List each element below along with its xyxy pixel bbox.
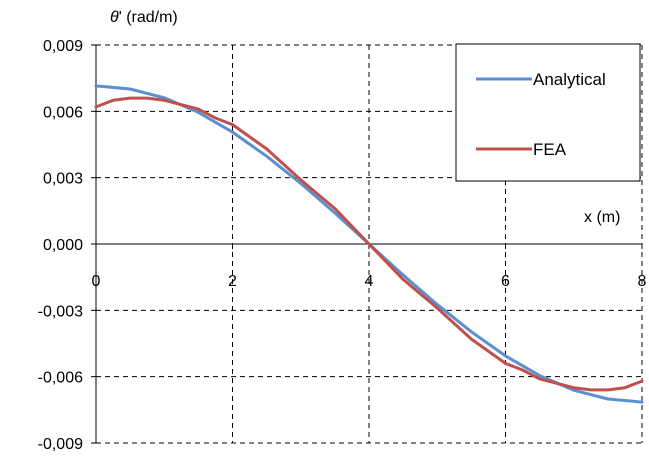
y-tick-label: 0,003: [43, 171, 83, 188]
x-tick-label: 0: [92, 273, 101, 290]
tick-labels: 0,009 0,006 0,003 0,000 -0,003 -0,006 -0,009 0 2…: [38, 38, 647, 453]
legend-label-analytical: Analytical: [533, 70, 606, 89]
y-tick-label: -0,006: [38, 370, 83, 387]
series-line-fea: [94, 96, 644, 392]
y-tick-label: 0,009: [43, 38, 83, 55]
y-tick-label: -0,003: [38, 303, 83, 320]
y-tick-label: 0,006: [43, 104, 83, 121]
y-axis-label-unit: ' (rad/m): [119, 9, 178, 26]
x-tick-label: 6: [501, 273, 510, 290]
y-axis-label-symbol: θ: [110, 9, 119, 26]
y-axis-label: θ' (rad/m): [110, 9, 178, 26]
y-tick-label: 0,000: [43, 237, 83, 254]
series-lines: [94, 84, 644, 404]
x-axis-label: x (m): [584, 209, 620, 226]
legend: Analytical FEA: [455, 43, 641, 182]
legend-box: [455, 43, 641, 182]
y-tick-label: -0,009: [38, 436, 83, 453]
x-tick-label: 2: [228, 273, 237, 290]
legend-label-fea: FEA: [533, 140, 567, 159]
x-tick-label: 4: [365, 273, 374, 290]
x-tick-label: 8: [638, 273, 647, 290]
